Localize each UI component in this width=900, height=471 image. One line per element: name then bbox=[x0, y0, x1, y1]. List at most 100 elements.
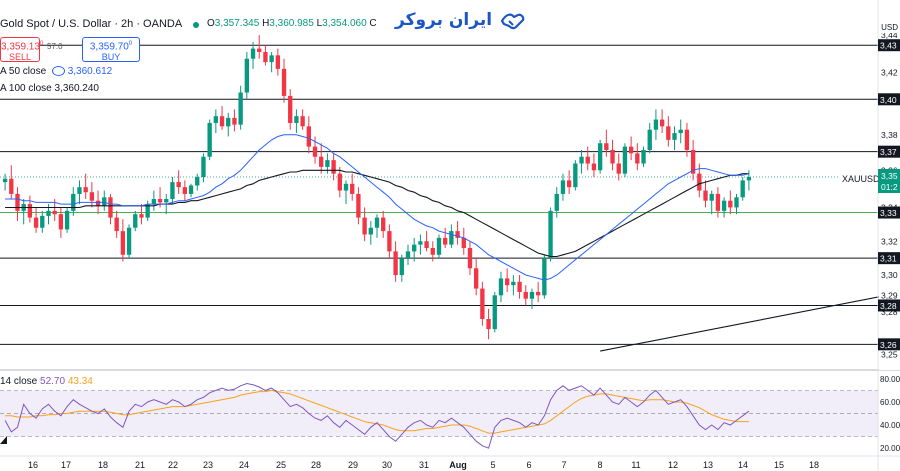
eye-icon[interactable] bbox=[51, 66, 65, 77]
price-tick-label: 3,25 bbox=[881, 349, 898, 359]
symbol-tag-box bbox=[838, 172, 878, 185]
candle-body bbox=[436, 237, 442, 255]
candle-body bbox=[529, 291, 535, 299]
candle-body bbox=[399, 258, 404, 276]
time-axis[interactable]: 16 17 18 21 22 23 24 25 28 29 30 31 Aug 5 6 7 8 11 12 13 14 1… bbox=[0, 455, 900, 470]
candle-body bbox=[381, 217, 386, 232]
level-tag-label: 3,40 bbox=[880, 95, 897, 105]
candle-body bbox=[170, 182, 175, 199]
rsi-tick-label: 20.00 bbox=[880, 444, 900, 453]
rsi-line bbox=[4, 382, 750, 449]
candle-body bbox=[281, 68, 287, 96]
price-tick-label: 3,32 bbox=[881, 236, 898, 246]
time-tick-label: 28 bbox=[311, 460, 321, 470]
rsi-ma-value: 43.34 bbox=[67, 376, 93, 387]
candle-body bbox=[474, 268, 479, 289]
candle-body bbox=[238, 92, 243, 125]
candle-body bbox=[300, 116, 305, 127]
buy-button[interactable]: 3,359.700 BUY bbox=[82, 37, 140, 62]
candle-body bbox=[83, 187, 88, 193]
candle-body bbox=[616, 163, 621, 174]
candle-body bbox=[715, 193, 721, 211]
time-tick-label: 11 bbox=[631, 460, 640, 470]
rsi-legend[interactable]: 14 close 52.70 43.34 bbox=[0, 376, 93, 387]
last-price-box bbox=[878, 169, 900, 193]
candle-body bbox=[418, 241, 423, 245]
candle-body bbox=[2, 178, 8, 183]
candle-body bbox=[306, 126, 311, 147]
candle-body bbox=[145, 204, 150, 218]
ma100-legend[interactable]: A 100 close 3,360.240 bbox=[0, 83, 99, 94]
handshake-icon bbox=[501, 13, 525, 30]
candle-body bbox=[504, 278, 510, 286]
candle-body bbox=[120, 231, 126, 255]
candle-body bbox=[653, 119, 659, 130]
candle-body bbox=[350, 183, 355, 194]
candle-body bbox=[622, 146, 628, 174]
low-label: L bbox=[316, 18, 323, 29]
candle-body bbox=[188, 185, 194, 194]
buy-label: BUY bbox=[101, 52, 121, 63]
price-tick-label: 3,28 bbox=[881, 307, 898, 317]
currency-label[interactable]: USD bbox=[879, 22, 900, 33]
candle-body bbox=[325, 160, 330, 167]
price-axis[interactable]: 3,443,423,383,363,343,323,303,293,283,25… bbox=[878, 0, 900, 370]
candle-body bbox=[449, 231, 454, 245]
time-tick-label: 6 bbox=[526, 460, 531, 470]
ma50-line bbox=[5, 134, 750, 281]
ma50-legend[interactable]: A 50 close 3,360.612 bbox=[0, 66, 112, 77]
candle-body bbox=[709, 193, 714, 201]
candle-body bbox=[89, 192, 95, 201]
candle-body bbox=[331, 160, 336, 174]
draw-tool-icon[interactable] bbox=[0, 436, 7, 444]
candle-body bbox=[343, 183, 349, 191]
time-tick-label: 8 bbox=[597, 460, 602, 470]
candle-body bbox=[176, 182, 181, 188]
level-tag-box bbox=[878, 145, 900, 158]
candle-body bbox=[312, 146, 318, 157]
time-tick-label: 29 bbox=[348, 460, 358, 470]
ma100-label: A 100 close bbox=[0, 83, 52, 94]
candle-body bbox=[133, 214, 138, 228]
candle-body bbox=[71, 193, 76, 211]
candle-body bbox=[64, 210, 70, 230]
ohlc-readout: O3,357.345 H3,360.985 L3,354.060 C bbox=[207, 18, 377, 29]
candle-body bbox=[461, 237, 466, 249]
candle-body bbox=[27, 204, 33, 218]
rsi-tick-label: 40.00 bbox=[880, 421, 900, 430]
symbol-tag-label: XAUUSD bbox=[842, 174, 880, 184]
candle-body bbox=[164, 199, 169, 203]
price-tick-label: 3,38 bbox=[881, 130, 898, 140]
ascending-trendline[interactable] bbox=[600, 182, 900, 352]
sell-button[interactable]: 3,359.130 SELL bbox=[0, 37, 44, 63]
candle-body bbox=[697, 173, 702, 191]
rsi-axis[interactable]: 80.00 60.00 40.00 20.00 bbox=[880, 375, 900, 453]
candle-body bbox=[560, 180, 566, 194]
rsi-value: 52.70 bbox=[40, 376, 66, 387]
candle-body bbox=[684, 129, 690, 150]
ma50-value: 3,360.612 bbox=[67, 66, 113, 77]
market-status-dot bbox=[193, 22, 199, 28]
candle-body bbox=[635, 153, 640, 164]
time-tick-label: 18 bbox=[98, 460, 108, 470]
sell-label: SELL bbox=[8, 52, 32, 63]
candle-body bbox=[573, 163, 578, 188]
time-tick-label: 25 bbox=[276, 460, 286, 470]
level-tag-box bbox=[878, 299, 900, 312]
candle-body bbox=[15, 193, 20, 211]
candle-body bbox=[424, 241, 429, 249]
candle-body bbox=[579, 156, 584, 164]
candle-body bbox=[486, 318, 491, 330]
candle-body bbox=[746, 177, 752, 181]
last-price-tag: 3,35 01:2 bbox=[878, 169, 900, 193]
close-label: C bbox=[369, 18, 377, 29]
symbol-tag: XAUUSD bbox=[838, 172, 880, 185]
candle-body bbox=[721, 200, 727, 211]
candle-body bbox=[678, 129, 683, 134]
sell-price-sup: 0 bbox=[39, 41, 44, 47]
symbol-title[interactable]: Gold Spot / U.S. Dollar · 2h · OANDA bbox=[0, 18, 183, 30]
horizontal-levels: 3,43 3,40 3,37 3,33 3,31 3,28 3,26 bbox=[0, 39, 900, 351]
candle-body bbox=[591, 163, 597, 171]
candle-body bbox=[597, 143, 603, 171]
